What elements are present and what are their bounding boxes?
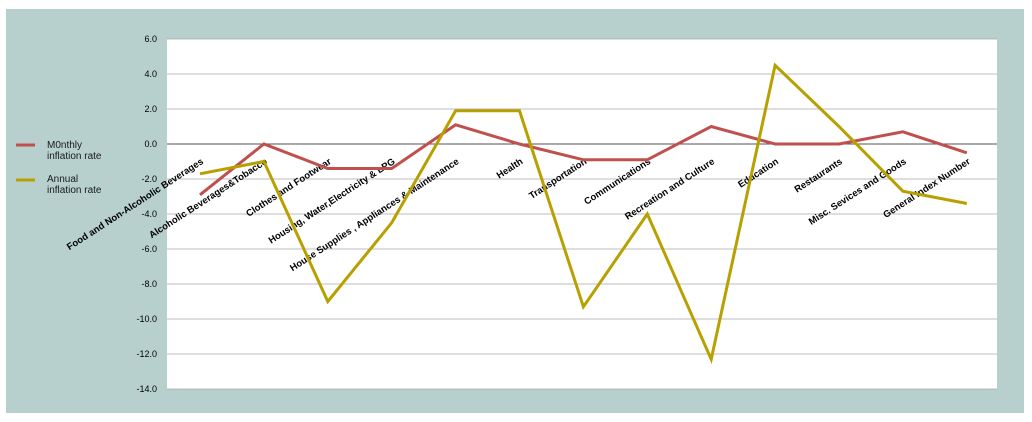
legend-label-monthly-line1: M0nthly <box>47 140 82 151</box>
y-tick-label: 6.0 <box>144 34 157 44</box>
series-lines <box>199 62 968 365</box>
y-tick-label: -6.0 <box>141 244 157 254</box>
gridlines <box>167 38 997 390</box>
y-tick-label: -4.0 <box>141 209 157 219</box>
y-tick-label: 2.0 <box>144 104 157 114</box>
legend-label-monthly-line2: inflation rate <box>47 151 102 162</box>
y-tick-label: -14.0 <box>136 384 157 394</box>
legend-label-annual-line1: Annual <box>47 174 78 185</box>
y-tick-label: 4.0 <box>144 69 157 79</box>
y-axis-tick-labels: 6.0 4.0 2.0 0.0 -2.0 -4.0 -6.0 -8.0 -10.0 -12.0 -1… <box>136 34 157 394</box>
legend: M0nthly inflation rate Annual inflation … <box>16 140 102 196</box>
series-line-annual <box>199 62 968 365</box>
y-tick-label: -10.0 <box>136 314 157 324</box>
y-tick-label: -12.0 <box>136 349 157 359</box>
y-tick-label: -8.0 <box>141 279 157 289</box>
legend-label-annual-line2: inflation rate <box>47 185 102 196</box>
series-line-monthly <box>199 123 968 196</box>
y-tick-label: 0.0 <box>144 139 157 149</box>
y-tick-label: -2.0 <box>141 174 157 184</box>
